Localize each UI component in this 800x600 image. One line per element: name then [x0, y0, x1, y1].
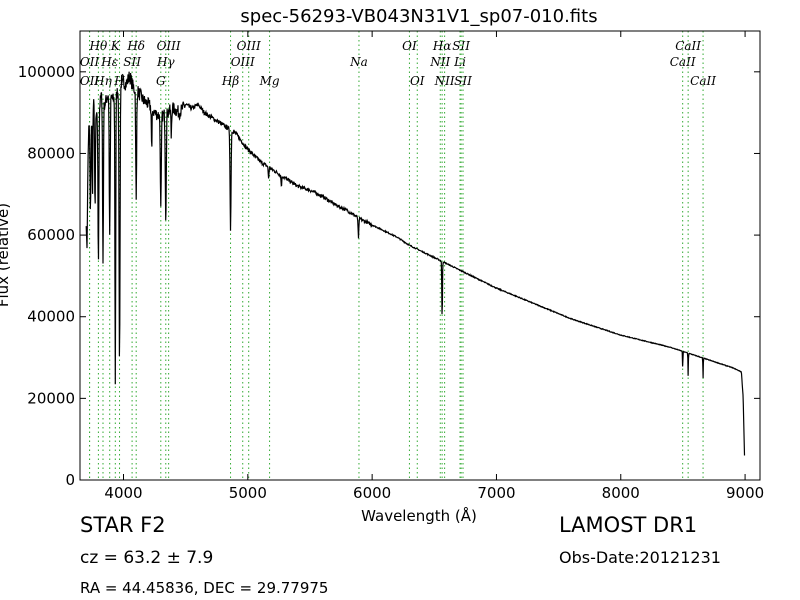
x-tick-label: 8000	[602, 484, 640, 502]
line-marker-label: SII	[454, 74, 472, 88]
line-marker-label: Hγ	[156, 55, 175, 69]
line-marker-label: OIII	[157, 39, 181, 53]
line-marker-label: K	[110, 39, 121, 53]
line-marker-label: SII	[452, 39, 470, 53]
line-marker-label: CaII	[675, 39, 701, 53]
line-marker-label: Hε	[100, 55, 118, 69]
line-marker-label: CaII	[690, 74, 716, 88]
y-tick-label: 0	[65, 471, 75, 489]
line-marker-label: OIII	[231, 55, 255, 69]
line-marker-label: SII	[123, 55, 141, 69]
y-tick-label: 40000	[27, 308, 75, 326]
y-tick-label: 20000	[27, 389, 75, 407]
x-tick-label: 9000	[726, 484, 764, 502]
x-tick-label: 7000	[477, 484, 515, 502]
line-marker-label: G	[156, 74, 166, 88]
plot-frame	[79, 30, 761, 481]
redshift-value: cz = 63.2 ± 7.9	[80, 548, 214, 568]
line-marker-label: OIII	[237, 39, 261, 53]
line-marker-label: H	[113, 74, 125, 88]
x-tick-label: 5000	[229, 484, 267, 502]
line-marker-label: Hθ	[89, 39, 108, 53]
object-class: STAR F2	[80, 513, 166, 537]
line-marker-label: Li	[453, 55, 466, 69]
spectrum-line	[85, 71, 746, 456]
y-tick-label: 60000	[27, 226, 75, 244]
x-tick-label: 6000	[353, 484, 391, 502]
line-marker-label: OII	[80, 74, 100, 88]
line-marker-label: NII	[429, 55, 450, 69]
line-markers: OII OII Hθ Hη Hε K H SII Hδ G Hγ OIII Hβ OIII OIII Mg Na…	[80, 31, 716, 480]
line-marker-label: Na	[349, 55, 368, 69]
y-axis-label: Flux (relative)	[0, 203, 12, 307]
line-marker-label: Hη	[93, 74, 112, 88]
x-tick-label: 4000	[104, 484, 142, 502]
line-marker-label: Hα	[432, 39, 452, 53]
chart-title: spec-56293-VB043N31V1_sp07-010.fits	[240, 6, 597, 27]
line-marker-label: CaII	[670, 55, 696, 69]
y-axis-ticks: 0 20000 40000 60000 80000 100000	[18, 63, 760, 489]
line-marker-label: Mg	[259, 74, 280, 88]
line-marker-label: Hδ	[126, 39, 145, 53]
line-marker-label: OI	[410, 74, 425, 88]
coordinates: RA = 44.45836, DEC = 29.77975	[80, 579, 329, 597]
y-tick-label: 80000	[27, 144, 75, 162]
line-marker-label: Hβ	[221, 74, 239, 88]
x-axis-label: Wavelength (Å)	[361, 506, 477, 525]
x-axis-ticks: 4000 5000 6000 7000 8000 9000	[104, 31, 764, 502]
line-marker-label: OII	[80, 55, 100, 69]
line-marker-label: NII	[434, 74, 455, 88]
observation-date: Obs-Date:20121231	[559, 548, 721, 567]
y-tick-label: 100000	[18, 63, 75, 81]
line-marker-label: OI	[402, 39, 417, 53]
survey-name: LAMOST DR1	[559, 513, 698, 537]
